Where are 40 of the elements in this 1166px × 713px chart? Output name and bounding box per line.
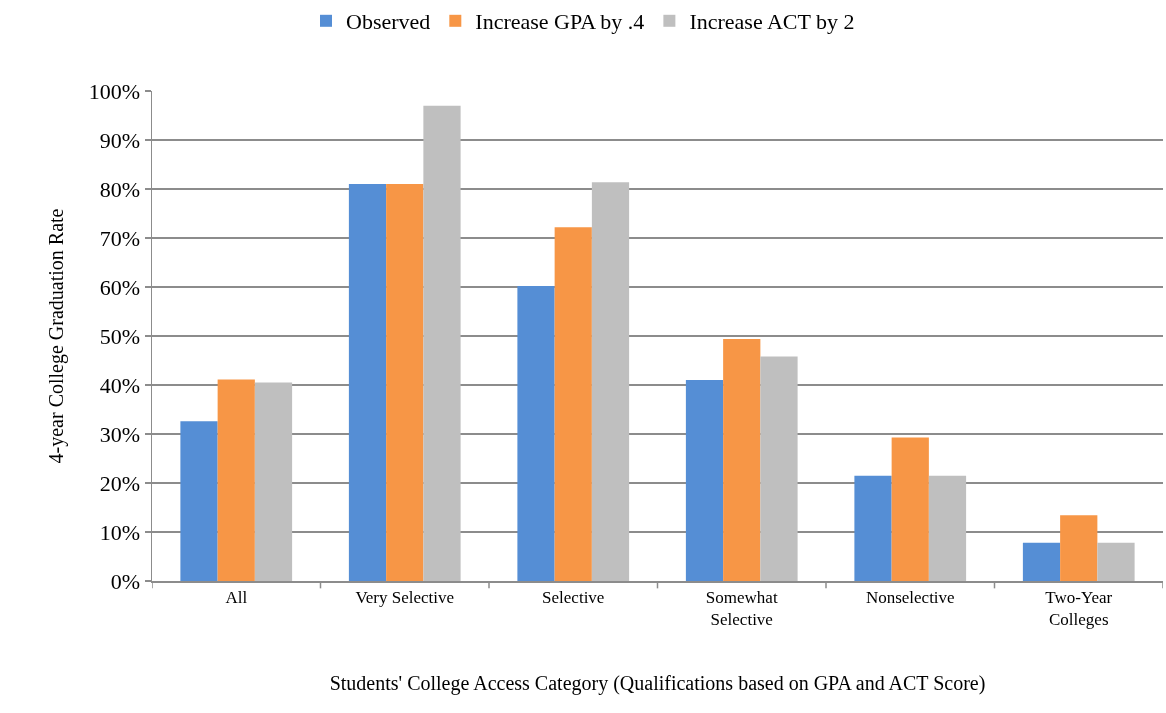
- bar: [685, 380, 724, 581]
- y-tick-label: 30%: [99, 421, 141, 447]
- y-tick-label: 10%: [99, 519, 141, 545]
- bar: [1022, 542, 1061, 581]
- y-tick-label: 50%: [99, 323, 141, 349]
- y-tick-label: 60%: [99, 274, 141, 300]
- legend-label: Increase GPA by .4: [475, 9, 645, 35]
- x-tick-label: Two-Year Colleges: [1045, 587, 1113, 629]
- x-tick-label: Nonselective: [865, 587, 955, 607]
- y-tick-label: 100%: [88, 78, 141, 104]
- bar: [854, 475, 892, 581]
- y-tick-label: 40%: [99, 372, 141, 398]
- y-tick-label: 90%: [99, 127, 141, 153]
- y-tick-label: 20%: [99, 470, 141, 496]
- x-tick-label: Selective: [542, 587, 605, 607]
- y-axis-title: 4-year College Graduation Rate: [44, 208, 68, 464]
- bar: [1097, 542, 1135, 581]
- bar: [423, 105, 461, 581]
- bar: [554, 227, 592, 581]
- y-tick-label: 80%: [99, 176, 141, 202]
- y-tick-label: 70%: [99, 225, 141, 251]
- bar: [517, 286, 555, 581]
- legend-label: Observed: [346, 9, 431, 35]
- x-axis-title: Students' College Access Category (Qualifications based on GPA and ACT Score): [329, 672, 986, 696]
- bar: [386, 184, 424, 581]
- bar: [891, 437, 929, 581]
- y-tick-label: 0%: [110, 568, 141, 594]
- bar: [180, 421, 218, 581]
- x-tick-label: Very Selective: [355, 587, 455, 607]
- x-tick-label: Somewhat Selective: [705, 587, 778, 629]
- bar: [760, 356, 798, 581]
- bar: [928, 475, 967, 581]
- bar: [217, 379, 255, 581]
- legend-label: Increase ACT by 2: [689, 9, 855, 35]
- bar: [254, 382, 293, 581]
- bar: [348, 184, 387, 581]
- x-tick-label: All: [225, 587, 248, 607]
- bar: [1060, 515, 1098, 581]
- bar: [723, 338, 761, 581]
- bar: [591, 182, 630, 581]
